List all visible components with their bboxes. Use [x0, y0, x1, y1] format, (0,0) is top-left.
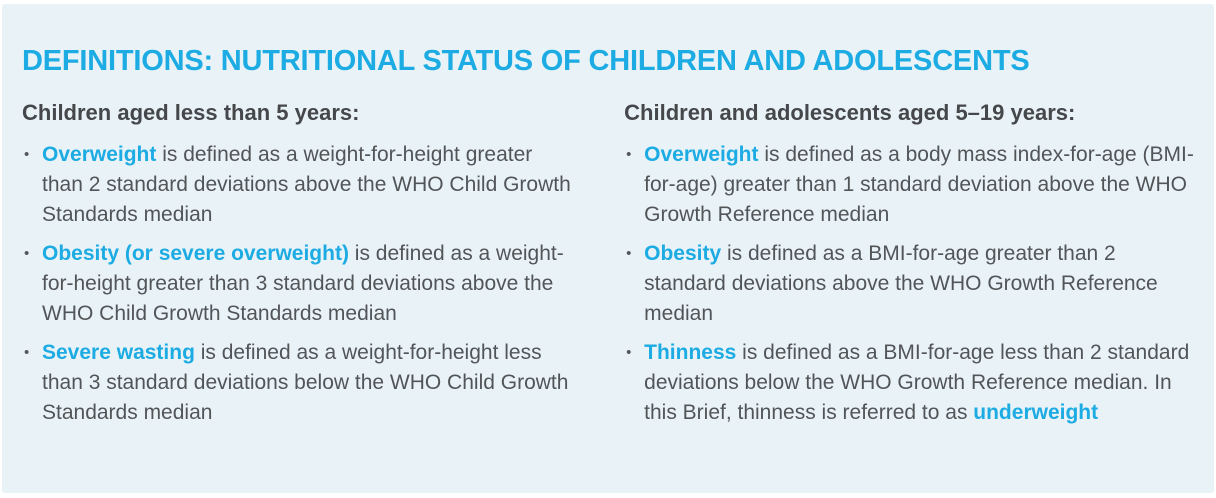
column-5-19-years: Children and adolescents aged 5–19 years…: [624, 100, 1200, 437]
definition-columns: Children aged less than 5 years: • Overwe…: [22, 100, 1200, 437]
definition-text: is defined as a weight-for-height less t…: [42, 341, 569, 424]
definition-text: is defined as a weight-for-height greate…: [42, 143, 571, 226]
definition-text: is defined as a body mass index-for-age …: [644, 143, 1194, 226]
definition-term: Thinness: [644, 341, 737, 364]
definition-term: Obesity (or severe overweight): [42, 242, 349, 265]
bullet-icon: •: [24, 245, 30, 262]
definition-text: is defined as a weight-for-height greate…: [42, 242, 564, 325]
definition-list-5-19: • Overweight is defined as a body mass in…: [624, 140, 1200, 428]
bullet-icon: •: [24, 344, 30, 361]
bullet-icon: •: [24, 146, 30, 163]
definition-item: • Severe wasting is defined as a weight-f…: [22, 338, 572, 428]
definition-item: • Overweight is defined as a body mass in…: [624, 140, 1200, 230]
definition-text: is defined as a BMI-for-age less than 2 …: [644, 341, 1190, 424]
definition-list-under-5: • Overweight is defined as a weight-for-h…: [22, 140, 572, 428]
definition-term: Severe wasting: [42, 341, 195, 364]
panel-title: DEFINITIONS: NUTRITIONAL STATUS OF CHILD…: [22, 45, 1030, 77]
definition-term: Obesity: [644, 242, 722, 265]
bullet-icon: •: [626, 146, 632, 163]
column-under-5-years: Children aged less than 5 years: • Overwe…: [22, 100, 572, 437]
definition-text: is defined as a BMI-for-age greater than…: [644, 242, 1158, 325]
definition-item: • Overweight is defined as a weight-for-h…: [22, 140, 572, 230]
definitions-panel: DEFINITIONS: NUTRITIONAL STATUS OF CHILD…: [2, 4, 1214, 493]
bullet-icon: •: [626, 344, 632, 361]
definition-term: underweight: [973, 401, 1099, 424]
definition-term: Overweight: [644, 143, 759, 166]
definition-item: • Obesity is defined as a BMI-for-age gre…: [624, 239, 1200, 329]
definition-term: Overweight: [42, 143, 157, 166]
bullet-icon: •: [626, 245, 632, 262]
column-heading-5-19: Children and adolescents aged 5–19 years…: [624, 100, 1076, 125]
definition-item: • Obesity (or severe overweight) is defin…: [22, 239, 572, 329]
column-heading-under-5: Children aged less than 5 years:: [22, 100, 360, 125]
definition-item: • Thinness is defined as a BMI-for-age le…: [624, 338, 1200, 428]
